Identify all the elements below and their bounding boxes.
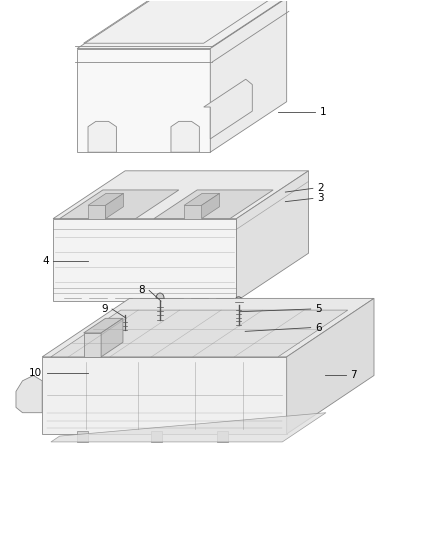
Circle shape bbox=[156, 293, 164, 303]
Polygon shape bbox=[51, 310, 348, 357]
Polygon shape bbox=[16, 375, 42, 413]
Text: 1: 1 bbox=[319, 107, 326, 117]
Text: 7: 7 bbox=[350, 370, 357, 380]
Polygon shape bbox=[274, 185, 285, 192]
Circle shape bbox=[122, 309, 129, 317]
Polygon shape bbox=[88, 193, 124, 205]
Polygon shape bbox=[154, 190, 273, 219]
Circle shape bbox=[235, 297, 243, 306]
Polygon shape bbox=[204, 79, 252, 139]
Polygon shape bbox=[219, 328, 239, 337]
Polygon shape bbox=[171, 122, 199, 152]
Polygon shape bbox=[151, 431, 162, 442]
Polygon shape bbox=[42, 298, 374, 357]
Text: 5: 5 bbox=[315, 304, 321, 314]
Polygon shape bbox=[106, 193, 124, 219]
Polygon shape bbox=[88, 205, 106, 219]
Polygon shape bbox=[53, 171, 308, 219]
Polygon shape bbox=[184, 193, 219, 205]
Text: 4: 4 bbox=[42, 256, 49, 266]
Text: 6: 6 bbox=[315, 322, 321, 333]
Polygon shape bbox=[88, 122, 117, 152]
Text: 10: 10 bbox=[29, 368, 42, 378]
Polygon shape bbox=[84, 333, 101, 357]
Polygon shape bbox=[321, 365, 338, 386]
Polygon shape bbox=[60, 190, 179, 219]
Polygon shape bbox=[51, 413, 326, 442]
Polygon shape bbox=[77, 49, 210, 152]
Text: 8: 8 bbox=[138, 286, 145, 295]
Polygon shape bbox=[77, 0, 287, 49]
Polygon shape bbox=[42, 357, 287, 434]
Polygon shape bbox=[324, 370, 334, 382]
Polygon shape bbox=[84, 318, 123, 333]
Text: 2: 2 bbox=[317, 183, 324, 193]
Polygon shape bbox=[266, 196, 289, 201]
Polygon shape bbox=[215, 322, 247, 341]
Polygon shape bbox=[210, 0, 287, 152]
Polygon shape bbox=[217, 431, 228, 442]
Polygon shape bbox=[237, 171, 308, 301]
Polygon shape bbox=[101, 318, 123, 357]
Polygon shape bbox=[287, 298, 374, 434]
Polygon shape bbox=[272, 185, 276, 193]
Polygon shape bbox=[201, 193, 219, 219]
Polygon shape bbox=[77, 431, 88, 442]
Text: 9: 9 bbox=[101, 304, 108, 314]
Polygon shape bbox=[53, 219, 237, 301]
Polygon shape bbox=[184, 205, 201, 219]
Text: 3: 3 bbox=[317, 193, 324, 204]
